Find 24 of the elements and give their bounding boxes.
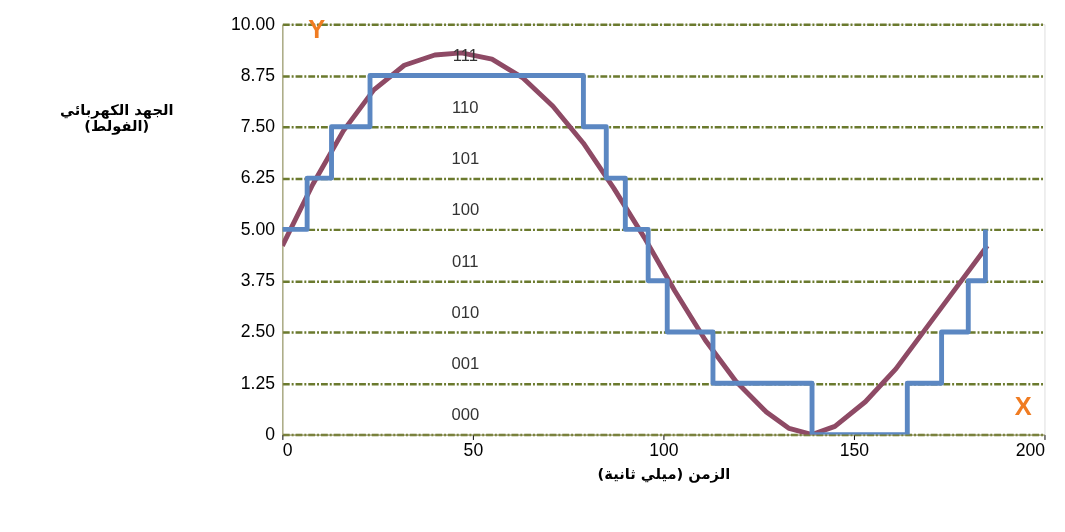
annotation: 000 (451, 405, 480, 425)
y-tick-label: 2.50 (240, 321, 276, 342)
y-tick-label: 5.00 (240, 218, 276, 239)
y-tick-label: 0 (265, 423, 276, 444)
y-tick-label: 1.25 (240, 372, 276, 393)
x-tick-label: 100 (649, 439, 679, 460)
annotation: 101 (451, 148, 480, 168)
y-tick-label: 8.75 (240, 64, 276, 85)
x-tick-label: 50 (463, 439, 484, 460)
y-tick-label: 7.50 (240, 116, 276, 137)
annotation: 100 (451, 200, 480, 220)
x-axis-title: الزمن (ميلي ثانية) (597, 465, 731, 484)
annotation: 001 (451, 354, 480, 374)
x-tick-label: 200 (1015, 439, 1046, 460)
annotation: 110 (452, 97, 479, 117)
y-tick-label: 6.25 (240, 167, 276, 188)
y-tick-label: 10.00 (231, 13, 276, 34)
x-tick-label: 0 (282, 439, 293, 460)
x-tick-label: 150 (839, 439, 870, 460)
annotation: 011 (452, 251, 479, 271)
y-tick-label: 3.75 (240, 270, 276, 291)
annotation: X (1014, 392, 1032, 421)
annotation: 010 (451, 302, 480, 322)
y-axis-title: الجهد الكهربائي (الفولط) (60, 100, 174, 136)
